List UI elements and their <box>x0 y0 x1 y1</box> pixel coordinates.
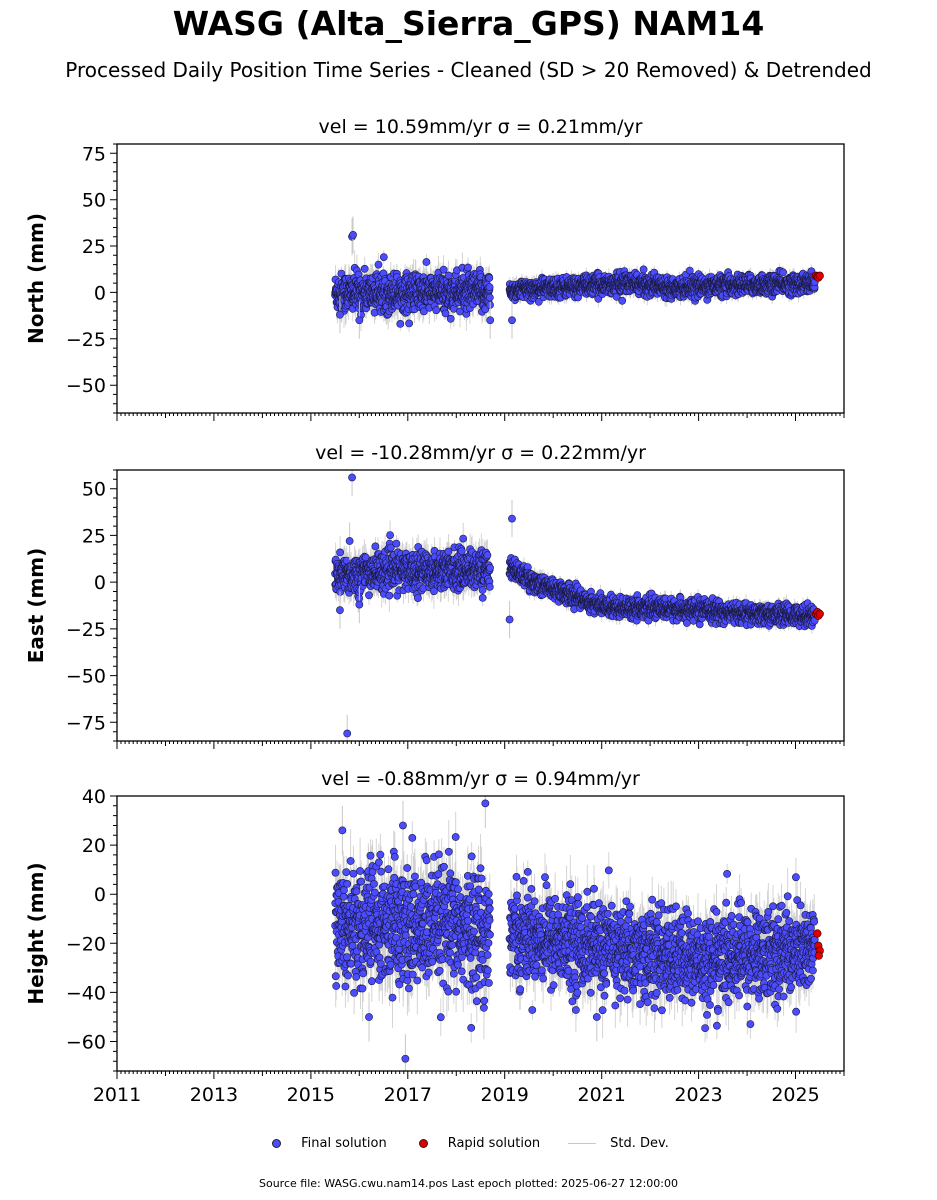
final-point <box>459 534 468 543</box>
y-ticks <box>110 143 117 414</box>
final-point <box>485 283 494 291</box>
final-point <box>685 266 694 275</box>
final-point <box>419 307 428 316</box>
chart-title: WASG (Alta_Sierra_GPS) NAM14 <box>172 4 765 43</box>
final-point <box>446 314 455 323</box>
y-ticks <box>110 469 117 742</box>
x-ticks <box>116 741 845 749</box>
rapid-point <box>815 271 824 280</box>
panel-title: vel = 10.59mm/yr σ = 0.21mm/yr <box>319 116 643 138</box>
final-point <box>429 587 438 596</box>
final-point <box>444 271 453 280</box>
final-point <box>478 586 487 594</box>
final-point <box>374 260 383 269</box>
data-series-1 <box>331 216 824 339</box>
final-point <box>444 547 453 556</box>
final-point <box>486 564 494 572</box>
final-point-outlier <box>336 606 344 615</box>
final-point <box>457 547 466 555</box>
final-point <box>379 253 388 261</box>
data-series-2 <box>331 470 824 741</box>
final-point-outlier <box>508 316 516 325</box>
final-point-outlier <box>505 615 514 624</box>
final-point-outlier <box>348 473 356 482</box>
vel-text: vel = 10.59mm/yr <box>319 116 498 138</box>
final-point <box>485 274 494 282</box>
panel-1: 75 50 25 0 −25 −50 North (mm) vel = 10.59mm/yr … <box>24 116 845 421</box>
final-point-outlier <box>345 537 354 545</box>
final-point <box>483 551 492 560</box>
final-point <box>371 542 380 551</box>
sigma-text: σ = 0.21mm/yr <box>498 116 643 138</box>
final-point <box>386 531 394 539</box>
final-point <box>639 265 648 274</box>
final-point-outlier <box>336 310 344 319</box>
x-ticks <box>116 413 845 421</box>
y-tick-label: −25 <box>66 329 106 351</box>
y-tick-label: 75 <box>82 143 106 165</box>
final-point <box>413 594 422 602</box>
final-point <box>618 296 627 305</box>
final-point <box>360 264 369 273</box>
final-point <box>386 543 395 552</box>
rapid-point <box>815 609 824 619</box>
y-tick-label: 25 <box>82 236 106 258</box>
y-tick-label: 50 <box>82 190 106 212</box>
y-axis-label: North (mm) <box>24 213 48 344</box>
final-point <box>392 539 401 548</box>
final-point <box>365 591 373 600</box>
y-tick-label: −50 <box>66 375 106 397</box>
final-point-outlier <box>486 316 495 325</box>
final-point <box>485 293 494 302</box>
final-point-outlier <box>349 231 357 239</box>
final-point-outlier <box>508 514 516 523</box>
final-point <box>534 297 543 306</box>
final-point-outlier <box>343 729 352 738</box>
final-point <box>478 594 487 602</box>
final-point-outlier <box>355 600 364 609</box>
final-point <box>441 309 450 318</box>
final-point <box>336 548 344 557</box>
final-point <box>779 268 787 277</box>
final-point <box>464 263 472 272</box>
chart-subtitle: Processed Daily Position Time Series - C… <box>65 58 872 82</box>
final-point <box>439 265 448 274</box>
final-point <box>405 319 413 328</box>
final-point <box>385 591 394 600</box>
final-point <box>432 306 441 315</box>
final-point <box>422 258 431 266</box>
final-point <box>485 583 494 591</box>
final-point-outlier <box>355 316 364 325</box>
final-point <box>396 319 405 328</box>
y-tick-label: 0 <box>94 282 106 304</box>
